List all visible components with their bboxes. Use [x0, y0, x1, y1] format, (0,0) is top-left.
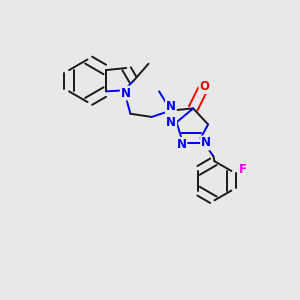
Text: N: N	[121, 86, 131, 100]
Text: F: F	[239, 163, 247, 176]
Text: N: N	[166, 100, 176, 113]
Text: N: N	[201, 136, 211, 149]
Text: N: N	[166, 116, 176, 129]
Text: N: N	[176, 138, 187, 151]
Text: O: O	[200, 80, 209, 93]
